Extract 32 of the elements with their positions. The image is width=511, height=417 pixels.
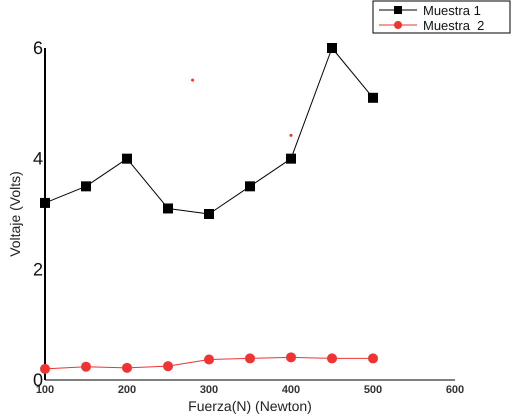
legend-label: Muestra 2 [423, 18, 484, 33]
point [245, 181, 255, 192]
point [40, 198, 50, 208]
point [81, 181, 91, 192]
point [368, 353, 378, 364]
point [204, 354, 214, 365]
point [204, 209, 214, 219]
x-tick-label: 400 [282, 384, 300, 396]
point [327, 353, 337, 364]
point [163, 361, 173, 372]
point [40, 364, 50, 374]
point [368, 92, 378, 103]
y-tick-label: 4 [32, 148, 43, 169]
x-tick-label: 200 [118, 384, 136, 396]
point [290, 134, 292, 137]
y-axis-title: Voltaje (Volts) [7, 171, 23, 257]
x-tick-label: 300 [200, 384, 218, 396]
y-tick-label: 6 [32, 38, 43, 58]
x-tick-label: 600 [446, 384, 464, 396]
y-tick-label: 2 [32, 259, 43, 280]
legend-label: Muestra 1 [423, 3, 481, 18]
point [286, 154, 296, 164]
x-tick-label: 500 [364, 384, 382, 396]
point [245, 353, 255, 364]
point [286, 352, 296, 362]
point [122, 362, 132, 373]
point [191, 78, 194, 82]
point [122, 154, 132, 164]
x-axis-title: Fuerza(N) (Newton) [188, 398, 312, 414]
point [327, 43, 337, 53]
point [81, 362, 91, 372]
point [163, 203, 173, 214]
